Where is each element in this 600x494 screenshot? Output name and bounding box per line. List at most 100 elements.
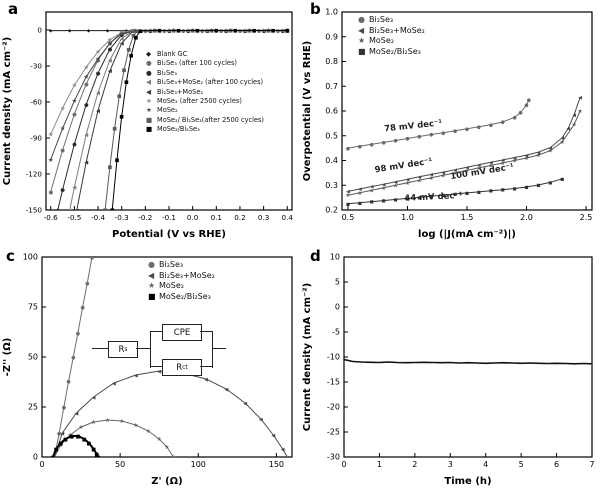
legend-item: ★ MoSe₂ xyxy=(358,36,425,47)
y-tick-label: 0.7 xyxy=(325,82,338,91)
circle-marker-icon: ● xyxy=(72,142,77,148)
series-mose2-bi2se3: ■■■■ ■ ■ ■■■■■ xyxy=(51,434,101,457)
legend-label: Blank GC xyxy=(157,50,188,58)
tri-left-marker-icon: ◀ xyxy=(281,447,285,453)
x-tick-label: 0.5 xyxy=(342,213,355,222)
tri-left-marker-icon: ◀ xyxy=(186,28,190,34)
plot-frame xyxy=(343,256,593,458)
legend-a: ◆ Blank GC ● Bi₂Se₃ (after 100 cycles) ● Bi₂S… xyxy=(146,50,264,135)
circle-marker-icon: ● xyxy=(143,28,148,34)
series-bi2se3-mose2: ◀ ◀ ◀ ◀ ◀ ◀ ◀ ◀ ◀ ◀ ◀ ◀ ◀ ◀ ◀ ◀ ◀ ◀ ◀ ◀ ◀ ◀ xyxy=(346,95,582,195)
x-tick-label: 2 xyxy=(412,460,417,469)
circle-marker-icon: ● xyxy=(167,28,172,34)
x-axis-label: Z' (Ω) xyxy=(151,476,182,487)
diamond-marker-icon: ◆ xyxy=(163,29,167,34)
tri-left-marker-icon: ◀ xyxy=(72,185,76,191)
legend-item: ★ MoSe₂ (after 2500 cycles) xyxy=(146,97,264,106)
square-marker-icon: ■ xyxy=(465,190,469,195)
tri-left-marker-icon: ◀ xyxy=(525,153,529,159)
square-marker-icon: ■ xyxy=(176,28,181,34)
circle-marker-icon: ● xyxy=(489,122,493,128)
y-tick-label: -15 xyxy=(327,378,340,387)
star-marker-icon: ★ xyxy=(48,156,54,164)
tri-left-marker-icon: ◀ xyxy=(346,189,350,195)
star-marker-icon: ★ xyxy=(119,30,125,38)
star-marker-icon: ★ xyxy=(105,417,110,424)
circle-marker-icon: ● xyxy=(60,148,65,154)
square-marker-icon: ■ xyxy=(119,114,124,120)
legend-b: ● Bi₂Se₃ ◀ Bi₂Se₃+MoSe₂ ★ MoSe₂ ■ MoSe₂/Bi₂Se₃ xyxy=(358,15,425,57)
star-marker-icon: ★ xyxy=(72,82,78,90)
y-tick-label: -30 xyxy=(327,453,340,462)
circle-marker-icon: ● xyxy=(162,28,167,34)
circle-marker-icon: ● xyxy=(524,103,528,109)
y-tick-label: 25 xyxy=(28,403,38,412)
tri-left-marker-icon: ◀ xyxy=(75,208,79,214)
square-marker-icon: ■ xyxy=(87,441,92,447)
circuit-wire xyxy=(92,348,108,350)
y-tick-label: 0 xyxy=(335,303,340,312)
tri-left-marker-icon: ◀ xyxy=(501,158,505,164)
x-tick-label: -0.3 xyxy=(115,213,129,222)
circle-marker-icon: ● xyxy=(186,28,191,34)
diamond-marker-icon: ◆ xyxy=(87,29,91,34)
star-marker-icon: ★ xyxy=(441,172,446,179)
circle-marker-icon: ● xyxy=(62,405,67,411)
tri-left-marker-icon: ◀ xyxy=(134,373,138,379)
y-tick-label: 0.3 xyxy=(325,181,338,190)
square-marker-icon: ■ xyxy=(346,201,350,206)
star-marker-icon: ★ xyxy=(83,64,89,72)
y-tick-label: 0.2 xyxy=(325,206,338,215)
square-marker-icon: ■ xyxy=(285,28,290,34)
x-tick-label: -0.5 xyxy=(67,213,81,222)
tri-left-marker-icon: ◀ xyxy=(146,78,152,87)
circle-marker-icon: ● xyxy=(477,125,481,131)
diamond-marker-icon: ◆ xyxy=(106,29,110,34)
square-marker-icon: ■ xyxy=(117,94,122,100)
legend-label: MoSe₂ xyxy=(157,106,178,115)
circle-marker-icon: ● xyxy=(465,127,469,133)
legend-label: Bi₂Se₃ (after 100 cycles) xyxy=(157,59,237,68)
tri-left-marker-icon: ◀ xyxy=(489,160,493,166)
star-marker-icon: ★ xyxy=(476,165,481,172)
circuit-wire xyxy=(200,331,212,333)
tri-left-marker-icon: ◀ xyxy=(548,145,552,151)
square-marker-icon: ■ xyxy=(501,187,505,192)
tri-left-marker-icon: ◀ xyxy=(259,417,263,423)
rct-label: R xyxy=(176,362,183,373)
square-marker-icon: ■ xyxy=(548,180,552,185)
star-marker-icon: ★ xyxy=(95,55,101,63)
tri-left-marker-icon: ◀ xyxy=(186,28,190,34)
circle-marker-icon: ● xyxy=(205,28,210,34)
tri-left-marker-icon: ◀ xyxy=(167,28,171,34)
circle-marker-icon: ● xyxy=(358,144,362,150)
diamond-marker-icon: ◆ xyxy=(181,29,185,34)
square-marker-icon: ■ xyxy=(228,28,233,34)
square-marker-icon: ■ xyxy=(146,125,153,134)
diamond-marker-icon: ◆ xyxy=(276,29,280,34)
square-marker-icon: ■ xyxy=(453,191,457,196)
tri-left-marker-icon: ◀ xyxy=(68,208,72,214)
star-marker-icon: ★ xyxy=(381,185,386,192)
circle-marker-icon: ● xyxy=(224,28,229,34)
tri-left-marker-icon: ◀ xyxy=(84,160,88,166)
x-tick-label: 2.0 xyxy=(520,213,533,222)
circle-marker-icon: ● xyxy=(90,255,95,261)
tri-left-marker-icon: ◀ xyxy=(224,387,228,393)
y-tick-label: 0.6 xyxy=(325,107,338,116)
legend-item: ● Bi₂Se₃ xyxy=(146,69,264,78)
star-marker-icon: ★ xyxy=(146,428,151,435)
square-marker-icon: ■ xyxy=(252,28,257,34)
circle-marker-icon: ● xyxy=(417,134,421,140)
series-bi2se3: ●●●●●●●●● xyxy=(52,255,95,457)
square-marker-icon: ■ xyxy=(136,28,141,34)
tri-left-marker-icon: ◀ xyxy=(60,431,64,437)
star-marker-icon: ★ xyxy=(72,97,78,105)
circle-marker-icon: ● xyxy=(119,33,124,39)
y-tick-label: 0.8 xyxy=(325,57,338,66)
x-tick-label: 2.5 xyxy=(580,213,593,222)
tri-left-marker-icon: ◀ xyxy=(370,184,374,190)
tri-left-marker-icon: ◀ xyxy=(243,28,247,34)
